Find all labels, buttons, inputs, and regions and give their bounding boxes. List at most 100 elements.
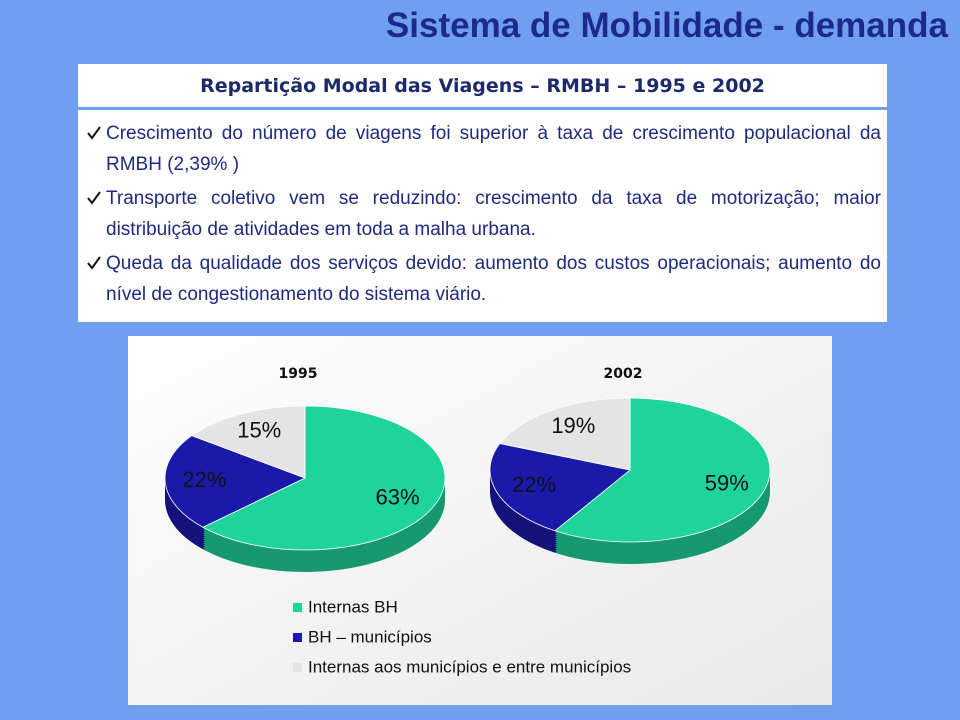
pie-side xyxy=(164,443,305,536)
pie-side xyxy=(554,408,770,552)
bullet-text: Queda da qualidade dos serviços devido: … xyxy=(106,253,881,305)
bullet-text: Crescimento do número de viagens foi sup… xyxy=(106,123,881,175)
pie-side xyxy=(191,424,305,496)
legend-label: Internas BH xyxy=(308,597,398,616)
check-icon xyxy=(87,256,101,270)
pie-side xyxy=(490,447,630,535)
pie-side xyxy=(164,447,305,540)
legend-swatch xyxy=(293,633,302,642)
pie-side xyxy=(164,457,305,550)
pie-side xyxy=(191,416,305,488)
pie-side xyxy=(202,410,445,554)
pie-side xyxy=(202,414,445,558)
pie-side xyxy=(202,428,445,572)
pie-side xyxy=(499,403,630,476)
pie-side xyxy=(191,418,305,490)
data-label: 59% xyxy=(705,470,749,495)
pie-side xyxy=(554,400,770,544)
pie-side xyxy=(499,405,630,478)
pie-side xyxy=(490,455,630,543)
pie-side xyxy=(202,424,445,568)
bullet: Queda da qualidade dos serviços devido: … xyxy=(86,248,881,310)
pie-side xyxy=(164,439,305,532)
pie-side xyxy=(164,441,305,534)
pie-side xyxy=(165,453,305,546)
data-label: 63% xyxy=(375,484,419,509)
check-icon xyxy=(87,126,101,140)
bullet-box: Crescimento do número de viagens foi sup… xyxy=(78,110,887,322)
legend-label: Internas aos municípios e entre municípi… xyxy=(308,657,631,676)
pie-slice xyxy=(499,397,631,471)
pie-side xyxy=(490,465,630,553)
legend-swatch xyxy=(293,663,302,672)
bullet: Transporte coletivo vem se reduzindo: cr… xyxy=(86,183,881,245)
check-icon xyxy=(87,191,101,205)
pie-side xyxy=(554,410,770,554)
pie-side xyxy=(499,412,630,484)
pie-title: 1995 xyxy=(279,366,318,382)
pie-side xyxy=(499,402,630,474)
pie-side xyxy=(202,422,445,566)
pie-side xyxy=(490,461,630,549)
pie-side xyxy=(499,414,630,486)
pie-side xyxy=(490,453,630,541)
pie-side xyxy=(191,422,305,494)
pie-side xyxy=(554,406,770,550)
pie-side xyxy=(202,420,445,564)
pie-title: 2002 xyxy=(604,366,643,382)
pie-side xyxy=(499,418,630,490)
pie-side xyxy=(191,412,305,484)
pie-side xyxy=(191,426,305,498)
pie-side xyxy=(202,412,445,556)
pie-slice xyxy=(554,397,771,543)
bullet: Crescimento do número de viagens foi sup… xyxy=(86,118,881,180)
pie-side xyxy=(499,416,630,488)
pie-side xyxy=(490,463,630,551)
pie-side xyxy=(202,416,445,560)
pie-side xyxy=(165,437,305,530)
pie-side xyxy=(499,408,630,480)
pie-side xyxy=(191,428,305,500)
legend-label: BH – municípios xyxy=(308,627,432,646)
pie-side xyxy=(164,451,305,544)
pie-side xyxy=(490,457,630,545)
pie-side xyxy=(554,414,770,558)
data-label: 22% xyxy=(182,467,226,492)
pie-side xyxy=(164,449,305,542)
slide-title: Sistema de Mobilidade - demanda xyxy=(385,6,948,45)
pie-side xyxy=(490,449,630,537)
pie-side xyxy=(202,418,445,562)
pie-side xyxy=(165,455,305,548)
pie-side xyxy=(554,416,770,560)
pie-side xyxy=(490,459,630,547)
chart-panel xyxy=(128,336,832,705)
pie-side xyxy=(499,420,630,492)
pie-side xyxy=(490,451,630,539)
pie-side xyxy=(554,420,770,564)
pie-side xyxy=(499,400,630,472)
pie-side xyxy=(554,412,770,556)
legend-swatch xyxy=(293,603,302,612)
pie-side xyxy=(202,408,445,552)
pie-side xyxy=(191,420,305,492)
data-label: 19% xyxy=(551,413,595,438)
pie-side xyxy=(499,410,630,482)
subtitle: Repartição Modal das Viagens – RMBH – 19… xyxy=(78,64,887,107)
pie-side xyxy=(191,408,305,480)
pie-side xyxy=(554,404,770,548)
pie-side xyxy=(191,414,305,486)
data-label: 15% xyxy=(237,418,281,443)
pie-side xyxy=(165,445,305,538)
bullet-text: Transporte coletivo vem se reduzindo: cr… xyxy=(106,188,881,240)
pie-slice xyxy=(202,405,446,551)
pie-side xyxy=(554,402,770,546)
data-label: 22% xyxy=(512,472,556,497)
pie-side xyxy=(191,410,305,482)
pie-side xyxy=(554,418,770,562)
pie-slice xyxy=(164,435,307,528)
pie-side xyxy=(490,445,630,533)
pie-slice xyxy=(489,443,631,532)
pie-slice xyxy=(190,405,306,479)
pie-side xyxy=(202,426,445,570)
